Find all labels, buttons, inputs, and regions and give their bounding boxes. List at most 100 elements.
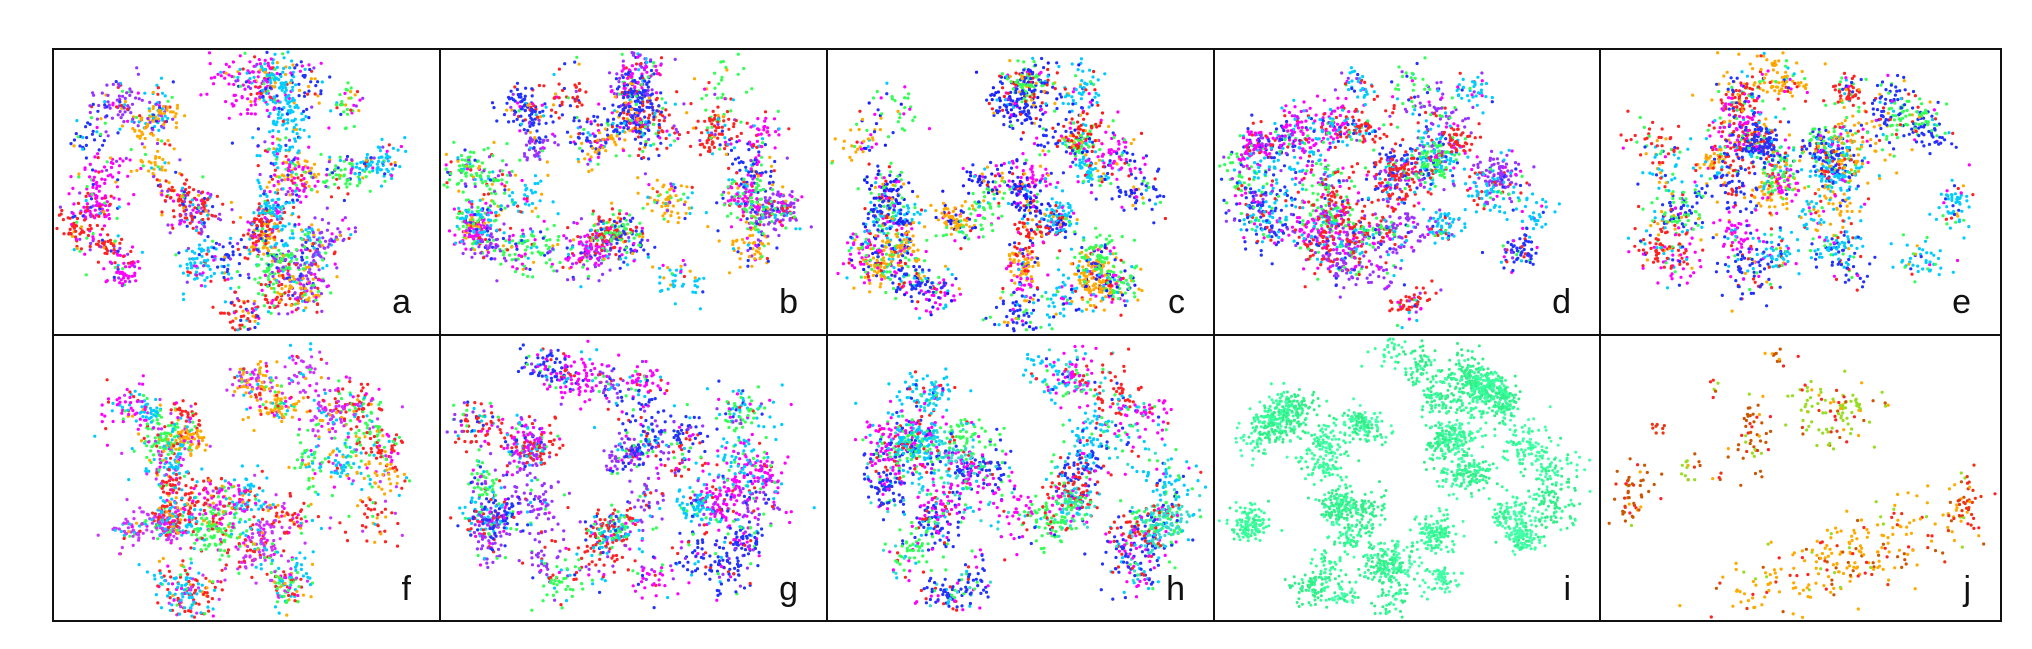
scatter-point — [692, 77, 697, 81]
scatter-point — [260, 220, 264, 224]
scatter-point — [658, 126, 662, 130]
scatter-point — [776, 109, 780, 113]
scatter-point — [735, 171, 739, 175]
scatter-point — [537, 150, 541, 154]
scatter-point — [653, 200, 657, 204]
scatter-point — [134, 96, 138, 100]
scatter-point — [491, 245, 495, 249]
scatter-point — [178, 264, 182, 268]
scatter-point — [609, 90, 613, 94]
scatter-point — [180, 218, 184, 222]
scatter-point — [610, 207, 614, 211]
scatter-point — [1021, 131, 1025, 135]
scatter-point — [761, 141, 765, 145]
scatter-point — [588, 140, 592, 145]
scatter-point — [199, 93, 203, 97]
scatter-point — [499, 207, 503, 211]
scatter-point — [673, 302, 677, 306]
scatter-point — [1017, 97, 1021, 101]
scatter-point — [659, 91, 663, 95]
scatter-point — [306, 231, 311, 235]
scatter-point — [100, 227, 104, 231]
scatter-point — [391, 167, 395, 171]
scatter-point — [115, 105, 119, 109]
scatter-point — [78, 191, 82, 195]
scatter-point — [309, 286, 313, 290]
scatter-point — [209, 76, 213, 80]
scatter-point — [206, 264, 210, 268]
scatter-point — [193, 277, 197, 281]
scatter-point — [769, 174, 773, 178]
scatter-point — [525, 156, 529, 160]
scatter-point — [493, 219, 497, 223]
scatter-point — [306, 234, 310, 238]
scatter-point — [319, 152, 323, 156]
scatter-point — [748, 234, 752, 238]
scatter-point — [862, 281, 866, 285]
scatter-point — [312, 162, 317, 166]
scatter-point — [528, 113, 532, 118]
scatter-point — [533, 182, 537, 186]
scatter-point — [629, 219, 633, 223]
scatter-point — [221, 202, 225, 206]
scatter-point — [615, 233, 619, 237]
scatter-point — [273, 235, 277, 239]
scatter-point — [498, 228, 502, 232]
scatter-point — [624, 72, 628, 76]
scatter-point — [723, 147, 727, 151]
scatter-point — [638, 232, 642, 236]
scatter-point — [568, 140, 573, 145]
scatter-point — [293, 117, 297, 121]
scatter-point — [713, 71, 717, 75]
scatter-point — [97, 170, 101, 174]
scatter-point — [495, 178, 499, 182]
scatter-point — [288, 186, 292, 190]
scatter-point — [637, 123, 641, 127]
scatter-point — [256, 208, 260, 212]
scatter-point — [705, 126, 710, 130]
scatter-point — [741, 192, 745, 196]
scatter-point — [352, 124, 356, 129]
scatter-point — [139, 117, 143, 121]
scatter-point — [691, 290, 695, 294]
scatter-point — [205, 92, 209, 96]
scatter-point — [217, 242, 222, 247]
scatter-point — [177, 251, 181, 255]
scatter-point — [623, 239, 628, 243]
scatter-panel-c: c — [828, 50, 1213, 333]
scatter-point — [315, 190, 319, 194]
scatter-point — [222, 258, 226, 262]
scatter-point — [262, 269, 266, 273]
scatter-point — [579, 285, 583, 289]
scatter-point — [525, 197, 529, 201]
scatter-point — [763, 199, 768, 203]
scatter-point — [596, 162, 600, 166]
scatter-point — [245, 71, 249, 75]
scatter-point — [148, 115, 152, 119]
scatter-point — [299, 248, 303, 252]
scatter-point — [312, 259, 316, 263]
scatter-point — [139, 158, 143, 162]
scatter-point — [521, 272, 525, 277]
scatter-point — [566, 96, 570, 100]
scatter-point — [271, 206, 275, 211]
scatter-point — [212, 271, 216, 276]
scatter-point — [624, 246, 628, 250]
scatter-point — [745, 217, 749, 221]
scatter-point — [643, 143, 648, 147]
scatter-point — [519, 234, 523, 238]
scatter-point — [756, 117, 760, 121]
scatter-point — [278, 206, 282, 210]
scatter-point — [384, 156, 388, 160]
scatter-point — [636, 153, 641, 158]
scatter-point — [173, 115, 177, 119]
scatter-point — [284, 303, 288, 307]
scatter-point — [659, 63, 663, 67]
scatter-point — [630, 64, 634, 68]
scatter-point — [729, 202, 733, 206]
scatter-point — [294, 183, 298, 187]
scatter-point — [523, 97, 527, 101]
scatter-point — [289, 173, 293, 177]
scatter-point — [580, 141, 584, 145]
scatter-point — [458, 217, 462, 221]
